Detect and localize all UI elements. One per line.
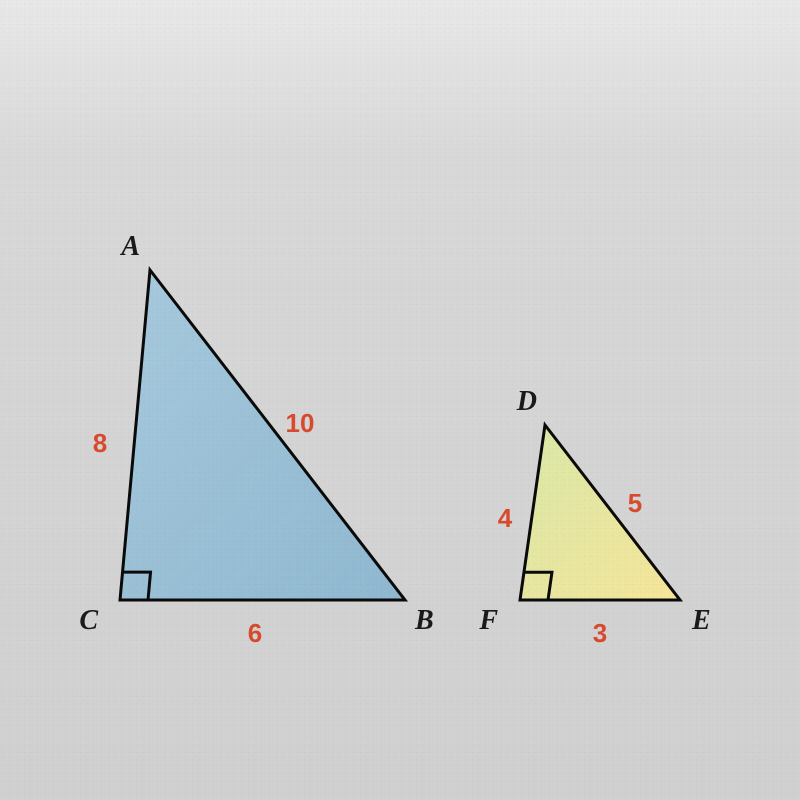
vertex-label-f: F: [478, 605, 498, 636]
vertex-label-d: D: [516, 386, 537, 417]
side-label-ab: 10: [286, 408, 315, 438]
vertex-label-c: C: [79, 605, 98, 636]
side-label-ac: 8: [93, 428, 107, 458]
side-label-cb: 6: [248, 618, 262, 648]
vertex-label-a: A: [119, 231, 140, 262]
geometry-diagram: A B C D E F 8 10 6 4 5 3: [0, 0, 800, 800]
side-label-de: 5: [628, 488, 642, 518]
side-label-fe: 3: [593, 618, 607, 648]
triangle-abc: [120, 270, 405, 600]
side-label-df: 4: [498, 503, 513, 533]
vertex-label-b: B: [414, 605, 434, 636]
vertex-label-e: E: [691, 605, 711, 636]
